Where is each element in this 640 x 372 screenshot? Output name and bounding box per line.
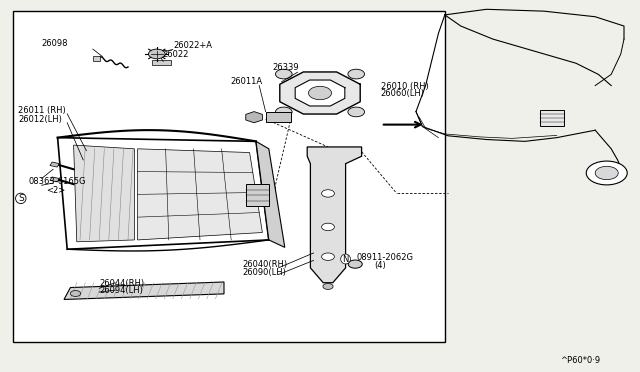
Bar	[152, 60, 171, 65]
Text: 26339: 26339	[272, 63, 299, 72]
Polygon shape	[307, 147, 362, 283]
Polygon shape	[64, 282, 224, 299]
Bar	[93, 56, 100, 61]
Polygon shape	[256, 141, 285, 247]
Circle shape	[148, 49, 165, 59]
Text: 08911-2062G: 08911-2062G	[356, 253, 413, 262]
Circle shape	[322, 253, 334, 260]
Circle shape	[322, 190, 334, 197]
Bar	[50, 177, 60, 182]
Text: 26060(LH): 26060(LH)	[381, 89, 425, 98]
Bar	[50, 162, 60, 167]
Text: 26098: 26098	[42, 39, 68, 48]
Text: 26094(LH): 26094(LH)	[99, 286, 143, 295]
Text: 26010 (RH): 26010 (RH)	[381, 81, 429, 90]
Circle shape	[275, 69, 292, 79]
Polygon shape	[58, 138, 269, 249]
Text: 26022: 26022	[162, 50, 188, 59]
Circle shape	[323, 283, 333, 289]
Circle shape	[348, 107, 365, 117]
Text: ^P60*0·9: ^P60*0·9	[560, 356, 600, 365]
Text: (4): (4)	[374, 261, 386, 270]
Polygon shape	[74, 145, 134, 242]
Circle shape	[595, 166, 618, 180]
Text: 26012(LH): 26012(LH)	[18, 115, 62, 124]
Text: 26040(RH): 26040(RH)	[242, 260, 287, 269]
Bar	[540, 110, 564, 126]
Circle shape	[348, 260, 362, 268]
Text: 08363-6165G: 08363-6165G	[29, 177, 86, 186]
Circle shape	[586, 161, 627, 185]
Circle shape	[275, 107, 292, 117]
Polygon shape	[295, 80, 345, 106]
Circle shape	[308, 86, 332, 100]
Text: 26090(LH): 26090(LH)	[242, 267, 286, 276]
Text: 26044(RH): 26044(RH)	[99, 279, 145, 288]
Polygon shape	[280, 72, 360, 114]
Circle shape	[348, 69, 365, 79]
Text: 26011A: 26011A	[230, 77, 262, 86]
Bar	[266, 112, 291, 122]
Text: 26022+A: 26022+A	[173, 41, 212, 49]
Polygon shape	[246, 112, 262, 123]
Circle shape	[322, 223, 334, 231]
Circle shape	[70, 291, 81, 296]
Text: 26011 (RH): 26011 (RH)	[18, 106, 66, 115]
Text: N: N	[342, 254, 349, 263]
Text: <2>: <2>	[46, 186, 65, 195]
Bar	[246, 184, 269, 206]
Bar	[13, 11, 445, 342]
Polygon shape	[138, 149, 262, 240]
Text: S: S	[18, 194, 24, 203]
